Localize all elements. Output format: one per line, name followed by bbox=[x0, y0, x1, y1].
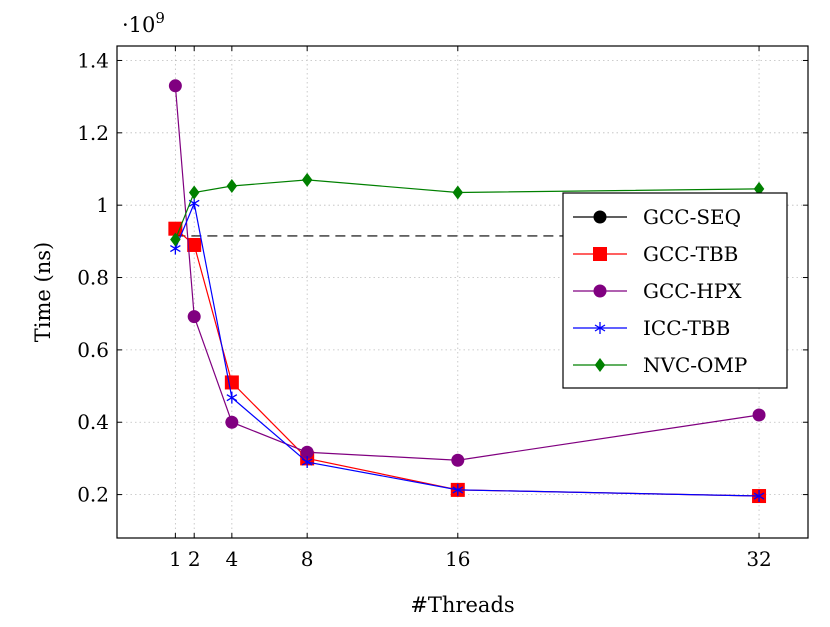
x-tick-label: 32 bbox=[746, 547, 771, 571]
legend-swatch-marker bbox=[593, 247, 607, 261]
x-tick-label: 4 bbox=[225, 547, 238, 571]
y-tick-label: 1.2 bbox=[77, 121, 109, 145]
data-point bbox=[752, 408, 766, 422]
data-point bbox=[753, 181, 765, 196]
series-line bbox=[174, 201, 760, 497]
data-point bbox=[168, 79, 182, 93]
x-tick-label: 1 bbox=[169, 547, 182, 571]
x-tick-label: 2 bbox=[188, 547, 201, 571]
legend-label: GCC-HPX bbox=[643, 279, 742, 303]
legend-entry: GCC-SEQ bbox=[573, 205, 741, 229]
y-axis-label: Time (ns) bbox=[31, 242, 55, 342]
data-point bbox=[187, 310, 201, 324]
legend-swatch-marker bbox=[594, 358, 606, 372]
axis-ticks: 1 2 4 8 16 320.20.40.60.811.21.4 bbox=[77, 46, 808, 571]
legend-entry: GCC-HPX bbox=[573, 279, 742, 303]
x-tick-label: 16 bbox=[445, 547, 470, 571]
data-point bbox=[226, 179, 238, 194]
series-line bbox=[174, 85, 760, 461]
series-2 bbox=[168, 79, 766, 467]
x-tick-label: 8 bbox=[301, 547, 314, 571]
y-multiplier-base: ·10 bbox=[122, 13, 155, 37]
plot-frame bbox=[116, 45, 809, 539]
y-tick-label: 0.8 bbox=[77, 266, 109, 290]
legend: GCC-SEQ GCC-TBB GCC-HPX ICC-TBB NVC-OMP bbox=[562, 192, 788, 389]
y-tick-label: 1.4 bbox=[77, 48, 109, 72]
data-point bbox=[300, 445, 314, 459]
data-point bbox=[753, 490, 765, 503]
data-point bbox=[187, 237, 202, 252]
legend-label: ICC-TBB bbox=[643, 316, 730, 340]
y-tick-label: 0.6 bbox=[77, 338, 109, 362]
data-point bbox=[452, 483, 464, 496]
y-tick-label: 0.2 bbox=[77, 483, 109, 507]
legend-entry: GCC-TBB bbox=[573, 242, 738, 266]
series-layer bbox=[168, 79, 767, 504]
data-point bbox=[224, 375, 239, 390]
legend-label: NVC-OMP bbox=[643, 353, 747, 377]
data-point bbox=[301, 172, 313, 187]
data-point bbox=[225, 415, 239, 429]
y-multiplier: ·109 bbox=[122, 9, 165, 37]
legend-label: GCC-SEQ bbox=[643, 205, 741, 229]
data-point bbox=[226, 391, 238, 404]
y-multiplier-exponent: 9 bbox=[155, 9, 165, 27]
legend-entry: NVC-OMP bbox=[573, 353, 747, 377]
y-tick-label: 0.4 bbox=[77, 410, 109, 434]
data-point bbox=[301, 456, 313, 469]
legend-swatch-marker bbox=[594, 322, 606, 334]
legend-swatch-marker bbox=[593, 284, 607, 298]
legend-swatch-marker bbox=[593, 210, 607, 224]
series-line bbox=[174, 179, 760, 240]
data-point bbox=[188, 185, 200, 200]
x-axis-label: #Threads bbox=[410, 593, 514, 617]
legend-label: GCC-TBB bbox=[643, 242, 738, 266]
data-point bbox=[170, 232, 181, 247]
data-point bbox=[452, 185, 464, 200]
legend-entry: ICC-TBB bbox=[573, 316, 730, 340]
data-point bbox=[451, 453, 465, 467]
series-4 bbox=[170, 172, 765, 247]
y-tick-label: 1 bbox=[96, 193, 109, 217]
